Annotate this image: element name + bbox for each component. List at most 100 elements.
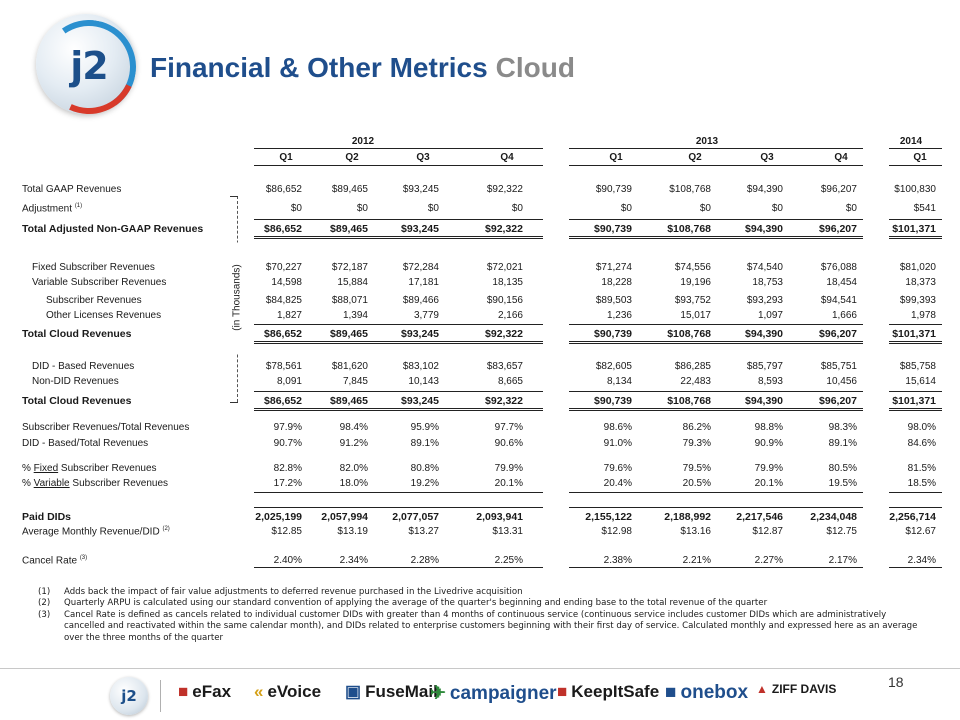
table-cell: $94,390 — [745, 328, 783, 340]
row-rule — [569, 324, 863, 325]
table-cell: $85,797 — [746, 361, 783, 372]
table-cell: 98.8% — [754, 422, 783, 433]
footnote-number: (2) — [38, 598, 51, 609]
table-cell: 90.7% — [273, 438, 302, 449]
table-cell: 2,077,057 — [392, 511, 439, 523]
table-cell: 1,097 — [757, 310, 783, 321]
table-cell: 19.5% — [828, 478, 857, 489]
table-cell: $96,207 — [820, 184, 857, 195]
year-underline — [254, 148, 543, 149]
table-cell: 10,456 — [826, 376, 857, 387]
table-cell: $72,021 — [486, 262, 523, 273]
table-cell: $78,561 — [265, 361, 302, 372]
table-cell: $86,652 — [265, 184, 302, 195]
table-cell: 2.34% — [339, 555, 368, 566]
row-label: Total Cloud Revenues — [22, 328, 132, 340]
table-cell: 7,845 — [342, 376, 368, 387]
brand-name: KeepItSafe — [571, 682, 660, 701]
table-cell: $89,465 — [330, 328, 368, 340]
row-rule — [889, 408, 942, 411]
table-cell: $84,825 — [265, 295, 302, 306]
table-cell: $0 — [620, 203, 632, 214]
table-cell: $86,652 — [264, 328, 302, 340]
row-label-text: Variable Subscriber Revenues — [32, 277, 167, 288]
table-cell: 2,025,199 — [255, 511, 302, 523]
brand-icon: ■ — [178, 682, 189, 701]
j2-logo: j2 — [28, 6, 150, 128]
table-cell: 79.6% — [603, 463, 632, 474]
table-cell: $90,739 — [594, 223, 632, 235]
row-rule — [889, 391, 942, 392]
row-label-underlined: Variable — [33, 478, 70, 489]
table-cell: 98.4% — [339, 422, 368, 433]
table-cell: $83,657 — [486, 361, 523, 372]
table-cell: 1,827 — [276, 310, 302, 321]
table-cell: $92,322 — [485, 328, 523, 340]
table-cell: 79.9% — [754, 463, 783, 474]
table-cell: 79.5% — [682, 463, 711, 474]
row-label-text: DID - Based/Total Revenues — [22, 438, 149, 449]
table-cell: $82,605 — [595, 361, 632, 372]
quarter-header: Q1 — [913, 152, 927, 163]
table-cell: $89,465 — [330, 223, 368, 235]
table-cell: $92,322 — [485, 223, 523, 235]
table-cell: 89.1% — [828, 438, 857, 449]
table-cell: $89,465 — [331, 184, 368, 195]
table-cell: $86,285 — [674, 361, 711, 372]
brand-icon: ✈ — [430, 683, 446, 704]
table-cell: $12.85 — [271, 526, 302, 537]
brand-icon: ▣ — [345, 682, 362, 701]
row-label: Adjustment (1) — [22, 203, 82, 214]
brand-name: campaigner — [449, 682, 557, 704]
row-label-suffix: Subscriber Revenues — [58, 463, 157, 474]
table-row: Total Adjusted Non-GAAP Revenues $86,652 $… — [18, 223, 942, 237]
row-label-text: Total Cloud Revenues — [22, 328, 132, 340]
footnote-text: Adds back the impact of fair value adjus… — [64, 587, 523, 597]
table-row: Adjustment (1) $0 $0 $0 $0 $0 $0 $0 $0 $541 — [18, 203, 942, 217]
table-cell: $93,245 — [401, 328, 439, 340]
row-label-text: Fixed Subscriber Revenues — [32, 262, 155, 273]
table-cell: 20.5% — [682, 478, 711, 489]
table-cell: 95.9% — [410, 422, 439, 433]
row-rule — [889, 567, 942, 568]
table-cell: $93,293 — [746, 295, 783, 306]
table-cell: 2.25% — [494, 555, 523, 566]
row-label: DID - Based Revenues — [32, 361, 134, 372]
footnote: (1) Adds back the impact of fair value ad… — [38, 587, 918, 598]
brand-logo: ✈ campaigner — [430, 682, 557, 705]
table-cell: $90,739 — [594, 328, 632, 340]
footnote-ref: (1) — [74, 203, 83, 209]
row-rule — [889, 324, 942, 325]
table-cell: 79.9% — [494, 463, 523, 474]
table-cell: $70,227 — [265, 262, 302, 273]
row-rule — [254, 507, 543, 508]
table-cell: 18,373 — [905, 277, 936, 288]
row-rule — [889, 341, 942, 344]
table-cell: $12.75 — [826, 526, 857, 537]
row-label-text: Subscriber Revenues — [46, 295, 142, 306]
table-cell: $541 — [913, 203, 936, 214]
table-cell: $90,156 — [486, 295, 523, 306]
footnote-number: (1) — [38, 587, 51, 597]
row-label-text: Adjustment — [22, 203, 73, 215]
footnote: (2) Quarterly ARPU is calculated using ou… — [38, 598, 918, 609]
row-rule — [569, 492, 863, 493]
units-tick-bottom — [230, 402, 238, 403]
table-cell: $12.87 — [752, 526, 783, 537]
row-label: Paid DIDs — [22, 511, 71, 523]
brand-logo: ■ onebox — [665, 682, 748, 704]
row-rule — [254, 567, 543, 568]
row-label-text: Total Adjusted Non-GAAP Revenues — [22, 223, 204, 235]
table-cell: $12.67 — [905, 526, 936, 537]
table-cell: $72,187 — [331, 262, 368, 273]
table-cell: 8,593 — [757, 376, 783, 387]
quarter-header: Q3 — [416, 152, 430, 163]
table-cell: 20.1% — [494, 478, 523, 489]
table-cell: $94,541 — [820, 295, 857, 306]
brand-bar: ■ eFax «eVoice ▣ FuseMail ✈ campaigner ■ KeepItS… — [0, 672, 960, 716]
table-cell: $81,020 — [899, 262, 936, 273]
table-cell: $89,466 — [402, 295, 439, 306]
quarter-header: Q4 — [500, 152, 514, 163]
row-rule — [254, 408, 543, 411]
table-cell: 8,134 — [606, 376, 632, 387]
